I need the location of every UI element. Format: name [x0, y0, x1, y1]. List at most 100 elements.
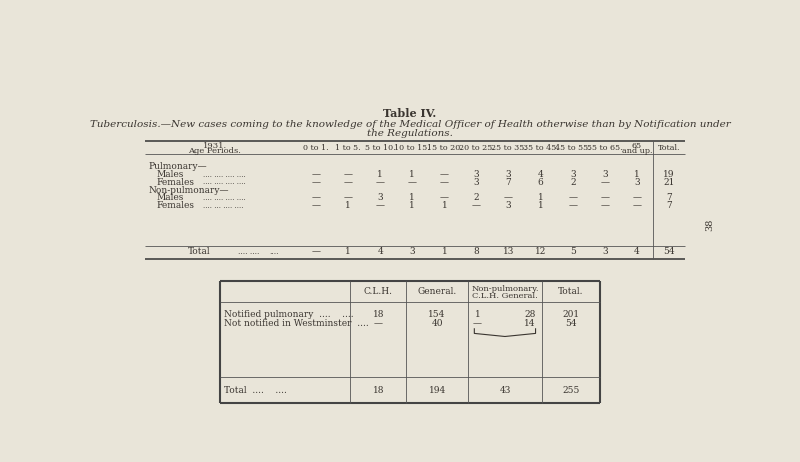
Text: 8: 8 — [474, 247, 479, 256]
Text: —: — — [600, 178, 610, 187]
Text: —: — — [473, 319, 482, 328]
Text: —: — — [311, 178, 321, 187]
Text: 3: 3 — [410, 247, 415, 256]
Text: —: — — [600, 201, 610, 210]
Text: Females: Females — [157, 178, 194, 187]
Text: 1: 1 — [538, 201, 543, 210]
Text: Non-pulmonary.: Non-pulmonary. — [471, 285, 538, 293]
Text: Males: Males — [157, 170, 184, 179]
Text: 3: 3 — [474, 170, 479, 179]
Text: Males: Males — [157, 194, 184, 202]
Text: 154: 154 — [429, 310, 446, 319]
Text: Notified pulmonary  ....    ....: Notified pulmonary .... .... — [224, 310, 354, 319]
Text: Tuberculosis.—New cases coming to the knowledge of the Medical Officer of Health: Tuberculosis.—New cases coming to the kn… — [90, 120, 730, 129]
Text: 65: 65 — [632, 141, 642, 150]
Text: 1 to 5.: 1 to 5. — [335, 144, 361, 152]
Text: —: — — [440, 194, 449, 202]
Text: 18: 18 — [373, 386, 384, 395]
Text: 43: 43 — [499, 386, 510, 395]
Text: 5: 5 — [570, 247, 576, 256]
Text: 15 to 20.: 15 to 20. — [426, 144, 462, 152]
Text: —: — — [343, 170, 353, 179]
Text: Pulmonary—: Pulmonary— — [149, 162, 207, 171]
Text: —: — — [568, 194, 578, 202]
Text: 20 to 25.: 20 to 25. — [458, 144, 494, 152]
Text: —: — — [600, 194, 610, 202]
Text: —: — — [440, 178, 449, 187]
Text: 45 to 55.: 45 to 55. — [555, 144, 590, 152]
Text: Not notified in Westminster  ....: Not notified in Westminster .... — [224, 319, 369, 328]
Text: 18: 18 — [373, 310, 384, 319]
Text: 12: 12 — [535, 247, 546, 256]
Text: 1: 1 — [634, 170, 640, 179]
Text: Non-pulmonary—: Non-pulmonary— — [149, 186, 230, 195]
Text: 7: 7 — [666, 194, 672, 202]
Text: .... .... .... ....: .... .... .... .... — [203, 171, 246, 179]
Text: —: — — [472, 201, 481, 210]
Text: —: — — [633, 201, 642, 210]
Text: —: — — [408, 178, 417, 187]
Text: 1: 1 — [442, 201, 447, 210]
Text: 0 to 1.: 0 to 1. — [303, 144, 329, 152]
Text: —: — — [568, 201, 578, 210]
Text: 3: 3 — [506, 170, 511, 179]
Text: 255: 255 — [562, 386, 579, 395]
Text: —: — — [311, 170, 321, 179]
Text: 3: 3 — [602, 170, 608, 179]
Text: Total.: Total. — [558, 287, 583, 296]
Text: 3: 3 — [570, 170, 575, 179]
Text: 1: 1 — [410, 170, 415, 179]
Text: 3: 3 — [506, 201, 511, 210]
Text: C.L.H. General.: C.L.H. General. — [472, 292, 538, 300]
Text: —: — — [633, 194, 642, 202]
Text: 35 to 45.: 35 to 45. — [523, 144, 558, 152]
Text: 1: 1 — [538, 194, 543, 202]
Text: —: — — [376, 178, 385, 187]
Text: 40: 40 — [431, 319, 443, 328]
Text: 7: 7 — [666, 201, 672, 210]
Text: Age Periods.: Age Periods. — [188, 147, 241, 155]
Text: 4: 4 — [538, 170, 543, 179]
Text: C.L.H.: C.L.H. — [364, 287, 393, 296]
Text: 28: 28 — [525, 310, 536, 319]
Text: 194: 194 — [429, 386, 446, 395]
Text: 6: 6 — [538, 178, 543, 187]
Text: —: — — [311, 194, 321, 202]
Text: 55 to 65.: 55 to 65. — [587, 144, 622, 152]
Text: 54: 54 — [565, 319, 577, 328]
Text: —: — — [376, 201, 385, 210]
Text: 14: 14 — [524, 319, 536, 328]
Text: 1: 1 — [378, 170, 383, 179]
Text: 3: 3 — [378, 194, 383, 202]
Text: .... ... .... ....: .... ... .... .... — [203, 201, 243, 210]
Text: 25 to 35.: 25 to 35. — [490, 144, 526, 152]
Text: Females: Females — [157, 201, 194, 210]
Text: 2: 2 — [570, 178, 575, 187]
Text: Table IV.: Table IV. — [383, 109, 437, 120]
Text: ....: .... — [269, 248, 278, 256]
Text: —: — — [440, 170, 449, 179]
Text: 1931.: 1931. — [202, 141, 226, 150]
Text: 4: 4 — [634, 247, 640, 256]
Text: 1: 1 — [346, 247, 351, 256]
Text: .... .... .... ....: .... .... .... .... — [203, 178, 246, 187]
Text: —: — — [311, 247, 321, 256]
Text: .... ....: .... .... — [238, 248, 259, 256]
Text: .... .... .... ....: .... .... .... .... — [203, 194, 246, 202]
Text: —: — — [504, 194, 513, 202]
Text: and up.: and up. — [622, 147, 652, 155]
Text: Total  ....    ....: Total .... .... — [224, 386, 287, 395]
Text: 21: 21 — [663, 178, 674, 187]
Text: 19: 19 — [663, 170, 675, 179]
Text: Total: Total — [187, 247, 210, 256]
Text: 10 to 15.: 10 to 15. — [394, 144, 430, 152]
Text: 4: 4 — [378, 247, 383, 256]
Text: 1: 1 — [474, 310, 480, 319]
Text: 7: 7 — [506, 178, 511, 187]
Text: 3: 3 — [634, 178, 640, 187]
Text: —: — — [374, 319, 382, 328]
Text: 1: 1 — [410, 194, 415, 202]
Text: 1: 1 — [410, 201, 415, 210]
Text: 5 to 10.: 5 to 10. — [365, 144, 395, 152]
Text: 54: 54 — [663, 247, 675, 256]
